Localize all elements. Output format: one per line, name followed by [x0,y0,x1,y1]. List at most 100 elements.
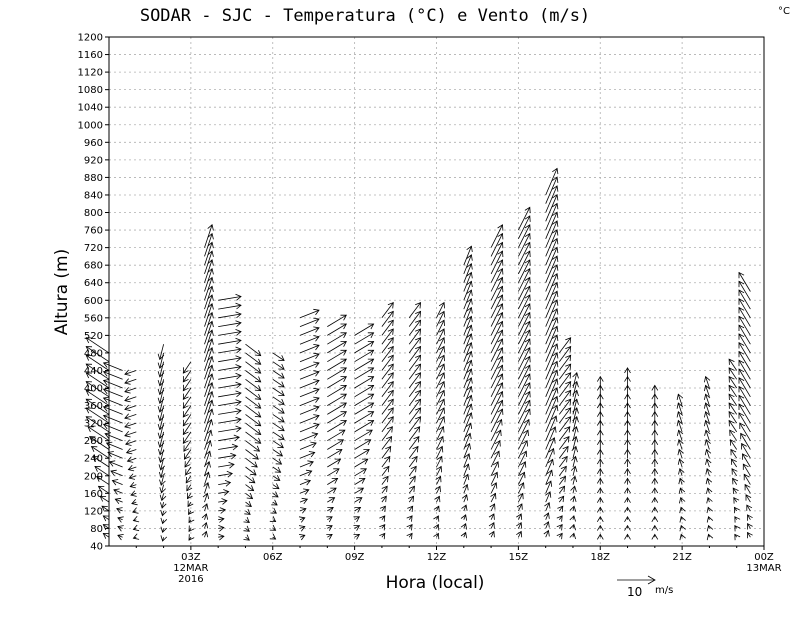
wind-vector-head [85,389,93,396]
wind-vector [518,277,531,301]
wind-vector [408,381,421,398]
wind-vector [490,277,503,301]
wind-vector [518,329,531,354]
wind-vector [272,352,285,361]
wind-vector [490,268,503,292]
wind-vector [204,408,213,433]
wind-vector [408,426,421,441]
wind-vector-head [460,514,467,521]
wind-vector [518,365,531,389]
wind-vector-head [250,469,257,476]
wind-vector [463,351,472,371]
wind-vector-head [207,382,214,389]
wind-vector-head [433,505,440,513]
wind-vector-head [562,445,569,453]
wind-vector [572,390,578,406]
wind-vector [490,259,503,283]
x-axis-label: Hora (local) [386,573,485,593]
wind-vector-head [678,468,685,475]
wind-vector-head [385,445,392,453]
wind-vector-head [678,477,685,485]
wind-vector [218,375,242,380]
wind-vector-head [124,378,131,385]
wind-vector [408,476,416,485]
wind-vector-head [552,246,559,254]
wind-vector-head [160,509,167,517]
wind-vector [159,344,164,360]
y-tick-label: 1000 [78,120,103,131]
wind-vector [104,433,123,442]
wind-vector-head [569,515,576,522]
wind-vector-head [313,361,320,368]
wind-vector-head [524,241,531,249]
wind-vector-head [254,428,262,435]
wind-vector [103,515,110,521]
wind-vector-head [460,531,467,539]
wind-vector-head [278,425,285,432]
wind-vector-head [740,432,747,440]
wind-vector-head [738,403,745,410]
wind-vector-head [408,495,415,503]
wind-vector-head [624,458,631,465]
wind-vector [436,328,445,345]
wind-vector [490,382,503,406]
wind-vector-head [340,402,347,409]
wind-vector-head [728,384,735,392]
wind-vector [103,415,123,424]
wind-vector [731,458,738,468]
wind-vector-head [415,310,422,318]
wind-vector-head [207,364,214,371]
wind-vector-head [367,332,375,339]
wind-vector-head [497,241,504,249]
wind-vector [124,370,137,375]
wind-vector-head [488,513,495,520]
x-tick-label: 00Z [754,552,774,563]
wind-vector [101,505,110,512]
wind-vector-head [278,355,285,361]
wind-vector [738,386,751,406]
wind-vector [299,498,308,503]
wind-vector-head [572,372,579,379]
wind-vector [518,286,531,310]
wind-vector [740,433,751,450]
wind-vector-head [728,419,735,427]
wind-vector [160,458,164,470]
wind-vector-head [221,498,228,505]
wind-vector [545,480,552,494]
wind-vector-head [596,468,604,475]
wind-vector [327,323,347,336]
wind-vector [299,327,320,336]
wind-vector-head [552,308,559,315]
wind-vector [354,507,361,512]
wind-vector [490,356,503,380]
wind-vector-head [544,501,551,509]
wind-vector-head [313,308,320,316]
wind-vector [103,533,110,538]
wind-vector-head [704,439,711,446]
wind-vector [490,472,498,485]
wind-vector-head [438,328,445,335]
wind-vector [518,451,527,468]
wind-vector-head [182,419,189,427]
wind-vector [124,422,137,428]
wind-vector [182,387,192,400]
wind-vector-head [340,341,347,347]
wind-vector [490,461,499,476]
wind-vector [463,463,469,476]
wind-vector [245,492,253,499]
wind-vector [115,498,123,503]
wind-vector [159,387,164,404]
wind-vector-head [379,532,386,540]
wind-vector [299,309,320,319]
wind-vector-head [184,461,191,468]
wind-vector [408,505,414,512]
wind-vector-head [746,504,753,511]
wind-vector [182,422,192,435]
wind-vector-head [413,435,420,443]
wind-vector [91,446,110,459]
wind-vector [558,426,571,441]
wind-vector [204,329,213,354]
wind-vector-head [545,491,552,498]
wind-vector-head [406,515,413,522]
wind-vector [381,446,392,459]
